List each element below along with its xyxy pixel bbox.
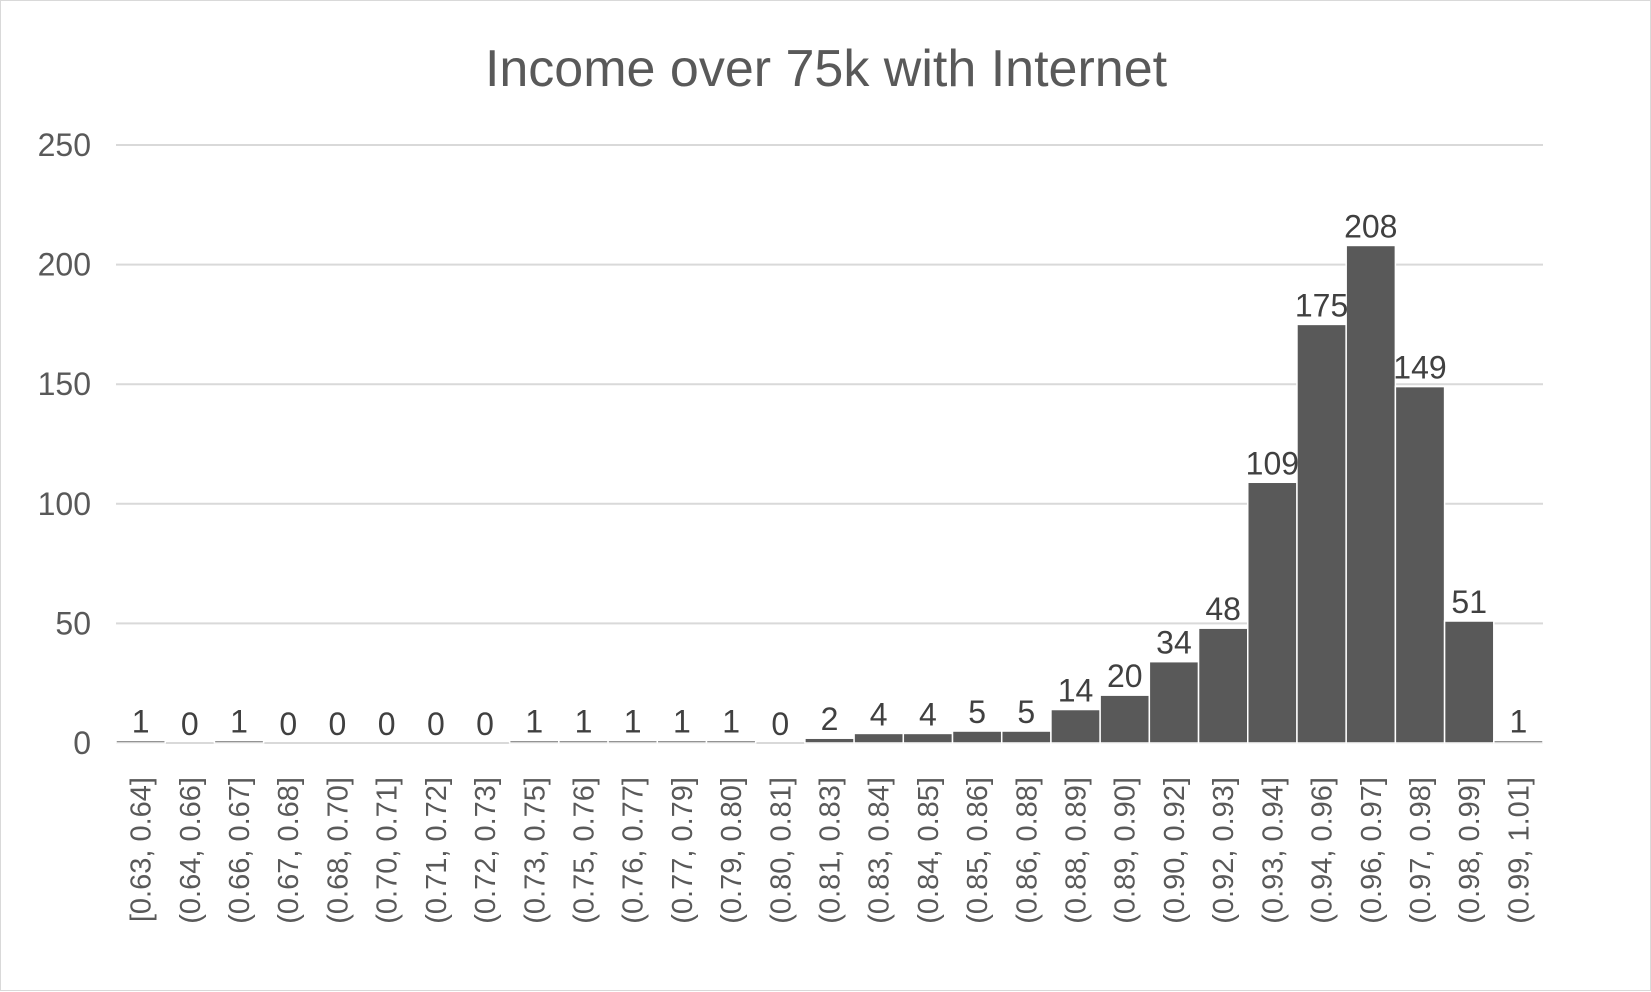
data-label: 14 <box>1058 673 1094 709</box>
data-label: 5 <box>968 694 986 730</box>
x-tick-label: (0.97, 0.98] <box>1405 777 1437 924</box>
data-label: 0 <box>181 706 199 742</box>
data-label: 1 <box>1509 704 1527 740</box>
x-tick-label: (0.72, 0.73] <box>470 777 502 924</box>
x-tick-label: (0.80, 0.81] <box>765 777 797 924</box>
x-tick-label: (0.76, 0.77] <box>618 777 650 924</box>
data-label: 1 <box>722 704 740 740</box>
x-tick-label: (0.94, 0.96] <box>1307 777 1339 924</box>
data-label: 48 <box>1205 591 1241 627</box>
x-tick-label: (0.79, 0.80] <box>716 777 748 924</box>
y-tick-label: 250 <box>38 127 91 163</box>
x-tick-label: (0.70, 0.71] <box>372 777 404 924</box>
data-label: 20 <box>1107 658 1143 694</box>
y-tick-label: 200 <box>38 247 91 283</box>
bar <box>1493 739 1544 744</box>
bar <box>558 739 609 744</box>
x-tick-label: (0.81, 0.83] <box>815 777 847 924</box>
bar <box>1148 660 1200 744</box>
bar <box>508 739 560 744</box>
x-tick-label: (0.77, 0.79] <box>667 777 699 924</box>
bar <box>607 739 659 744</box>
data-label: 0 <box>279 706 297 742</box>
data-label: 5 <box>1017 694 1035 730</box>
x-tick-label: (0.75, 0.76] <box>568 777 600 924</box>
bar <box>1443 620 1495 744</box>
bar <box>902 732 954 744</box>
x-tick-label: (0.68, 0.70] <box>322 777 354 924</box>
data-label: 1 <box>132 704 150 740</box>
data-label: 4 <box>919 696 937 732</box>
data-labels: 1 0 1 0 0 0 0 0 1 1 1 1 1 0 2 4 4 5 514 2034481091752081495… <box>132 208 1528 742</box>
data-label: 109 <box>1246 445 1299 481</box>
x-tick-label: (0.92, 0.93] <box>1208 777 1240 924</box>
bar <box>1050 708 1101 744</box>
bar <box>656 739 708 744</box>
bar <box>705 739 757 744</box>
bar <box>1000 730 1052 744</box>
bar <box>1345 244 1397 744</box>
x-tick-label: (0.85, 0.86] <box>962 777 994 924</box>
bar <box>115 739 166 744</box>
x-tick-label: [0.63, 0.64] <box>126 777 158 922</box>
chart-title: Income over 75k with Internet <box>485 40 1168 98</box>
x-tick-label: (0.96, 0.97] <box>1356 777 1388 924</box>
y-axis-ticks: 0 50 100 150 200 250 <box>38 127 91 761</box>
data-label: 0 <box>329 706 347 742</box>
x-tick-label: (0.99, 1.01] <box>1503 777 1535 924</box>
x-tick-label: (0.64, 0.66] <box>175 777 207 924</box>
x-tick-label: (0.86, 0.88] <box>1011 777 1043 924</box>
y-tick-label: 150 <box>38 366 91 402</box>
x-tick-label: (0.88, 0.89] <box>1061 777 1093 924</box>
bar <box>1197 627 1249 744</box>
bar <box>1296 323 1347 744</box>
bar <box>853 732 905 744</box>
y-tick-label: 0 <box>73 725 91 761</box>
bar <box>1247 481 1298 744</box>
x-tick-label: (0.98, 0.99] <box>1454 777 1486 924</box>
bar <box>951 730 1003 744</box>
x-axis-ticks: [0.63, 0.64] (0.64, 0.66] (0.66, 0.67] (0.6… <box>126 777 1536 924</box>
x-tick-label: (0.73, 0.75] <box>519 777 551 924</box>
data-label: 1 <box>575 704 593 740</box>
bar <box>213 739 265 744</box>
data-label: 0 <box>771 706 789 742</box>
data-label: 149 <box>1393 350 1446 386</box>
data-label: 1 <box>230 704 248 740</box>
data-label: 2 <box>821 701 839 737</box>
bar <box>1394 385 1446 744</box>
x-tick-label: (0.66, 0.67] <box>224 777 256 924</box>
x-tick-label: (0.89, 0.90] <box>1110 777 1142 924</box>
x-tick-label: (0.71, 0.72] <box>421 777 453 924</box>
data-label: 1 <box>624 704 642 740</box>
data-label: 34 <box>1156 625 1192 661</box>
data-label: 0 <box>427 706 445 742</box>
x-tick-label: (0.83, 0.84] <box>864 777 896 924</box>
data-label: 0 <box>378 706 396 742</box>
bars <box>115 244 1544 744</box>
x-tick-label: (0.67, 0.68] <box>273 777 305 924</box>
y-tick-label: 100 <box>38 486 91 522</box>
data-label: 208 <box>1344 208 1397 244</box>
data-label: 175 <box>1295 287 1348 323</box>
data-label: 1 <box>673 704 691 740</box>
data-label: 0 <box>476 706 494 742</box>
data-label: 1 <box>525 704 543 740</box>
y-tick-label: 50 <box>55 605 91 641</box>
x-tick-label: (0.84, 0.85] <box>913 777 945 924</box>
data-label: 4 <box>870 696 888 732</box>
bar <box>804 737 855 744</box>
x-tick-label: (0.93, 0.94] <box>1257 777 1289 924</box>
x-tick-label: (0.90, 0.92] <box>1159 777 1191 924</box>
data-label: 51 <box>1451 584 1487 620</box>
bar <box>1099 694 1151 744</box>
